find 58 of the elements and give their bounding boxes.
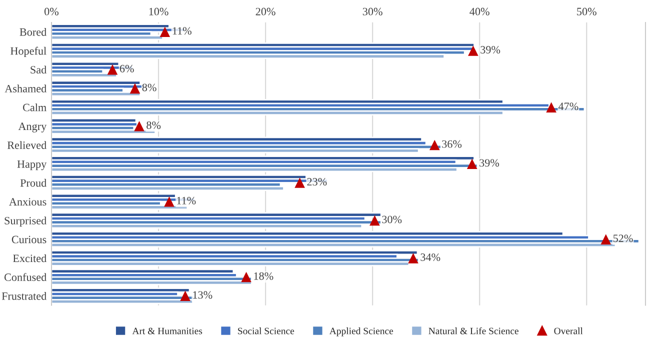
- point: [160, 26, 170, 38]
- data-label: 13%: [193, 291, 212, 299]
- legend-label: Art & Humanities: [132, 328, 202, 334]
- y-tick-label: Happy: [17, 160, 47, 170]
- data-label: 34%: [420, 253, 440, 261]
- legend-label: Applied Science: [329, 327, 394, 336]
- data-label: 6%: [120, 64, 134, 72]
- y-tick-label: Calm: [23, 103, 46, 112]
- bar: [51, 186, 284, 191]
- y-tick-label: Excited: [13, 254, 46, 262]
- x-tick-label: 50%: [577, 8, 596, 16]
- x-tick-label: 40%: [470, 8, 490, 16]
- data-label: 8%: [146, 121, 161, 129]
- point: [107, 64, 118, 75]
- y-tick-label: Angry: [18, 122, 47, 132]
- data-label: 23%: [307, 178, 327, 186]
- x-tick-label: 0%: [44, 8, 59, 16]
- point: [429, 140, 440, 150]
- point: [180, 290, 190, 302]
- y-tick-label: Confused: [4, 273, 46, 281]
- data-label: 11%: [177, 196, 196, 204]
- bar: [51, 34, 164, 40]
- data-label: 36%: [442, 140, 462, 148]
- y-tick-label: Curious: [12, 236, 46, 244]
- point: [600, 234, 612, 244]
- data-label: 30%: [382, 216, 402, 224]
- point: [408, 253, 418, 264]
- x-tick-label: 20%: [256, 8, 276, 16]
- point: [164, 196, 174, 207]
- data-label: 47%: [558, 102, 578, 110]
- y-tick-label: Frustrated: [2, 292, 46, 300]
- x-tick-label: 10%: [149, 8, 168, 16]
- y-tick-label: Hopeful: [10, 46, 46, 57]
- x-tick-label: 30%: [362, 8, 382, 16]
- point: [241, 272, 252, 282]
- y-tick-label: Ashamed: [4, 84, 46, 92]
- legend-label: Natural & Life Science: [428, 327, 518, 334]
- data-label: 18%: [254, 272, 274, 280]
- y-tick-label: Relieved: [7, 141, 46, 149]
- point: [468, 46, 478, 56]
- point: [130, 83, 140, 94]
- legend-label: Social Science: [238, 327, 294, 334]
- y-tick-label: Proud: [20, 178, 46, 187]
- y-tick-label: Sad: [30, 66, 46, 74]
- legend-label: Overall: [554, 327, 583, 334]
- point: [546, 102, 556, 112]
- point: [294, 178, 305, 188]
- data-label: 52%: [613, 234, 633, 242]
- point: [134, 121, 144, 132]
- y-tick-label: Bored: [20, 28, 46, 36]
- y-tick-label: Surprised: [4, 216, 46, 227]
- data-label: 39%: [480, 46, 500, 54]
- data-label: 8%: [142, 84, 156, 92]
- y-tick-label: Anxious: [9, 198, 46, 206]
- data-label: 39%: [480, 159, 500, 167]
- point: [466, 158, 478, 170]
- data-label: 11%: [172, 27, 192, 35]
- point: [370, 215, 380, 226]
